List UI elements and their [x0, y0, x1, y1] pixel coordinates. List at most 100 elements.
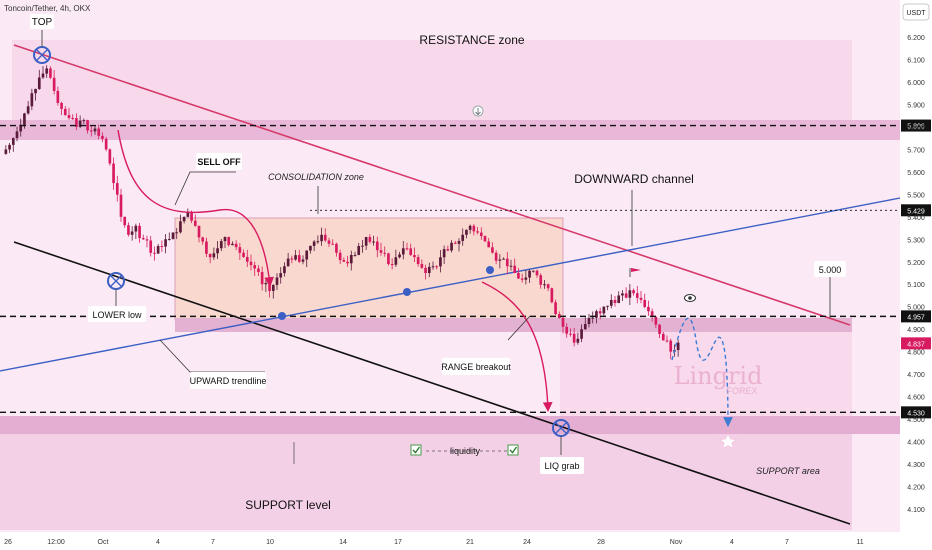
- candle-body: [179, 221, 182, 233]
- y-tick-label: 5.600: [907, 170, 925, 177]
- candle-body: [450, 242, 453, 251]
- candle-body: [37, 77, 41, 89]
- candle-body: [405, 248, 409, 250]
- target-star-icon: [719, 433, 737, 449]
- candle-body: [580, 329, 583, 339]
- x-tick-label: 10: [266, 539, 274, 546]
- candle-body: [357, 246, 361, 255]
- price-level-label: 4.957: [907, 314, 925, 321]
- x-tick-label: 4: [156, 539, 160, 546]
- candle-body: [41, 73, 45, 78]
- symbol-title: Toncoin/Tether, 4h, OKX: [4, 4, 91, 13]
- candle-body: [164, 239, 167, 247]
- candle-body: [624, 293, 628, 298]
- candle-body: [89, 130, 93, 132]
- y-tick-label: 5.900: [907, 102, 925, 109]
- candle-body: [427, 266, 431, 273]
- candle-body: [193, 220, 197, 226]
- y-tick-label: 5.500: [907, 192, 925, 199]
- candle-body: [26, 106, 30, 114]
- candle-body: [595, 311, 598, 318]
- candle-body: [676, 342, 680, 351]
- candle-body: [175, 232, 179, 234]
- price-level-tag: [901, 310, 931, 323]
- candle-body: [654, 316, 658, 325]
- y-tick-label: 4.500: [907, 417, 925, 424]
- candle-body: [416, 257, 420, 265]
- candle-body: [494, 252, 498, 261]
- candle-body: [509, 265, 513, 267]
- candle-body: [283, 266, 286, 274]
- trendline-touch-dot-1: [278, 312, 286, 320]
- candle-body: [565, 326, 569, 334]
- candle-body: [468, 225, 472, 230]
- x-tick-label: Nov: [670, 539, 683, 546]
- current-price-label: 4.837: [907, 341, 925, 348]
- candle-body: [375, 241, 379, 251]
- candle-body: [338, 252, 342, 261]
- candle-body: [197, 225, 201, 238]
- time-axis-background: [0, 532, 900, 550]
- currency-badge[interactable]: [902, 3, 930, 21]
- candle-body: [219, 241, 223, 249]
- candle-body: [446, 249, 450, 251]
- candle-body: [420, 264, 424, 268]
- support-area-label: SUPPORT area: [756, 466, 820, 476]
- candle-body: [60, 102, 63, 109]
- candle-body: [30, 93, 34, 107]
- candle-body: [442, 249, 446, 258]
- y-tick-label: 4.200: [907, 485, 925, 492]
- trendline-touch-dot-2: [403, 288, 411, 296]
- candle-body: [290, 258, 294, 260]
- x-tick-label: 21: [466, 539, 474, 546]
- candle-body: [528, 270, 531, 278]
- candle-body: [609, 299, 613, 306]
- candle-body: [115, 183, 119, 195]
- candle-body: [245, 256, 249, 262]
- x-axis-ticks: 26 12:00 Oct 4 7 10 14 17 21 24 28 Nov 4 7 11: [4, 539, 864, 546]
- liq-grab-label-box: [540, 457, 584, 474]
- candle-body: [264, 282, 268, 285]
- mid-support-band: [175, 318, 852, 332]
- candle-body: [491, 247, 494, 253]
- candle-body: [271, 284, 275, 291]
- price-level-label: 4.530: [907, 410, 925, 417]
- candle-body: [234, 243, 238, 248]
- candle-body: [67, 115, 71, 118]
- candle-body: [394, 257, 398, 265]
- candle-body: [398, 254, 401, 258]
- candle-body: [457, 240, 461, 244]
- candle-body: [602, 306, 606, 314]
- top-label: TOP: [32, 17, 53, 28]
- upward-trendline: [0, 197, 901, 372]
- range-breakout-label-box: [442, 358, 510, 375]
- candle-body: [413, 255, 416, 258]
- candle-body: [346, 261, 349, 264]
- candle-body: [539, 275, 543, 285]
- candle-body: [63, 108, 67, 116]
- lower-low-label-box: [88, 306, 146, 322]
- candle-body: [86, 120, 89, 131]
- candle-body: [613, 299, 617, 304]
- candle-body: [123, 216, 127, 226]
- candle-body: [82, 120, 86, 122]
- x-tick-label: Oct: [98, 539, 109, 546]
- liq-grab-cross-2: [554, 421, 568, 435]
- candle-body: [569, 333, 572, 335]
- candle-body: [301, 259, 305, 262]
- y-tick-label: 4.400: [907, 440, 925, 447]
- candle-body: [387, 253, 390, 265]
- sell-off-arrow: [117, 129, 275, 287]
- candle-body: [479, 232, 483, 237]
- candle-body: [628, 290, 632, 298]
- candle-body: [156, 246, 160, 254]
- candle-body: [8, 144, 11, 150]
- candle-body: [186, 212, 190, 217]
- candle-body: [97, 128, 101, 136]
- upward-trendline-label: UPWARD trendline: [190, 376, 267, 386]
- y-tick-label: 4.100: [907, 507, 925, 514]
- candle-body: [212, 253, 216, 258]
- candle-body: [19, 124, 23, 132]
- resistance-zone-band: [0, 120, 900, 140]
- candle-body: [75, 118, 78, 127]
